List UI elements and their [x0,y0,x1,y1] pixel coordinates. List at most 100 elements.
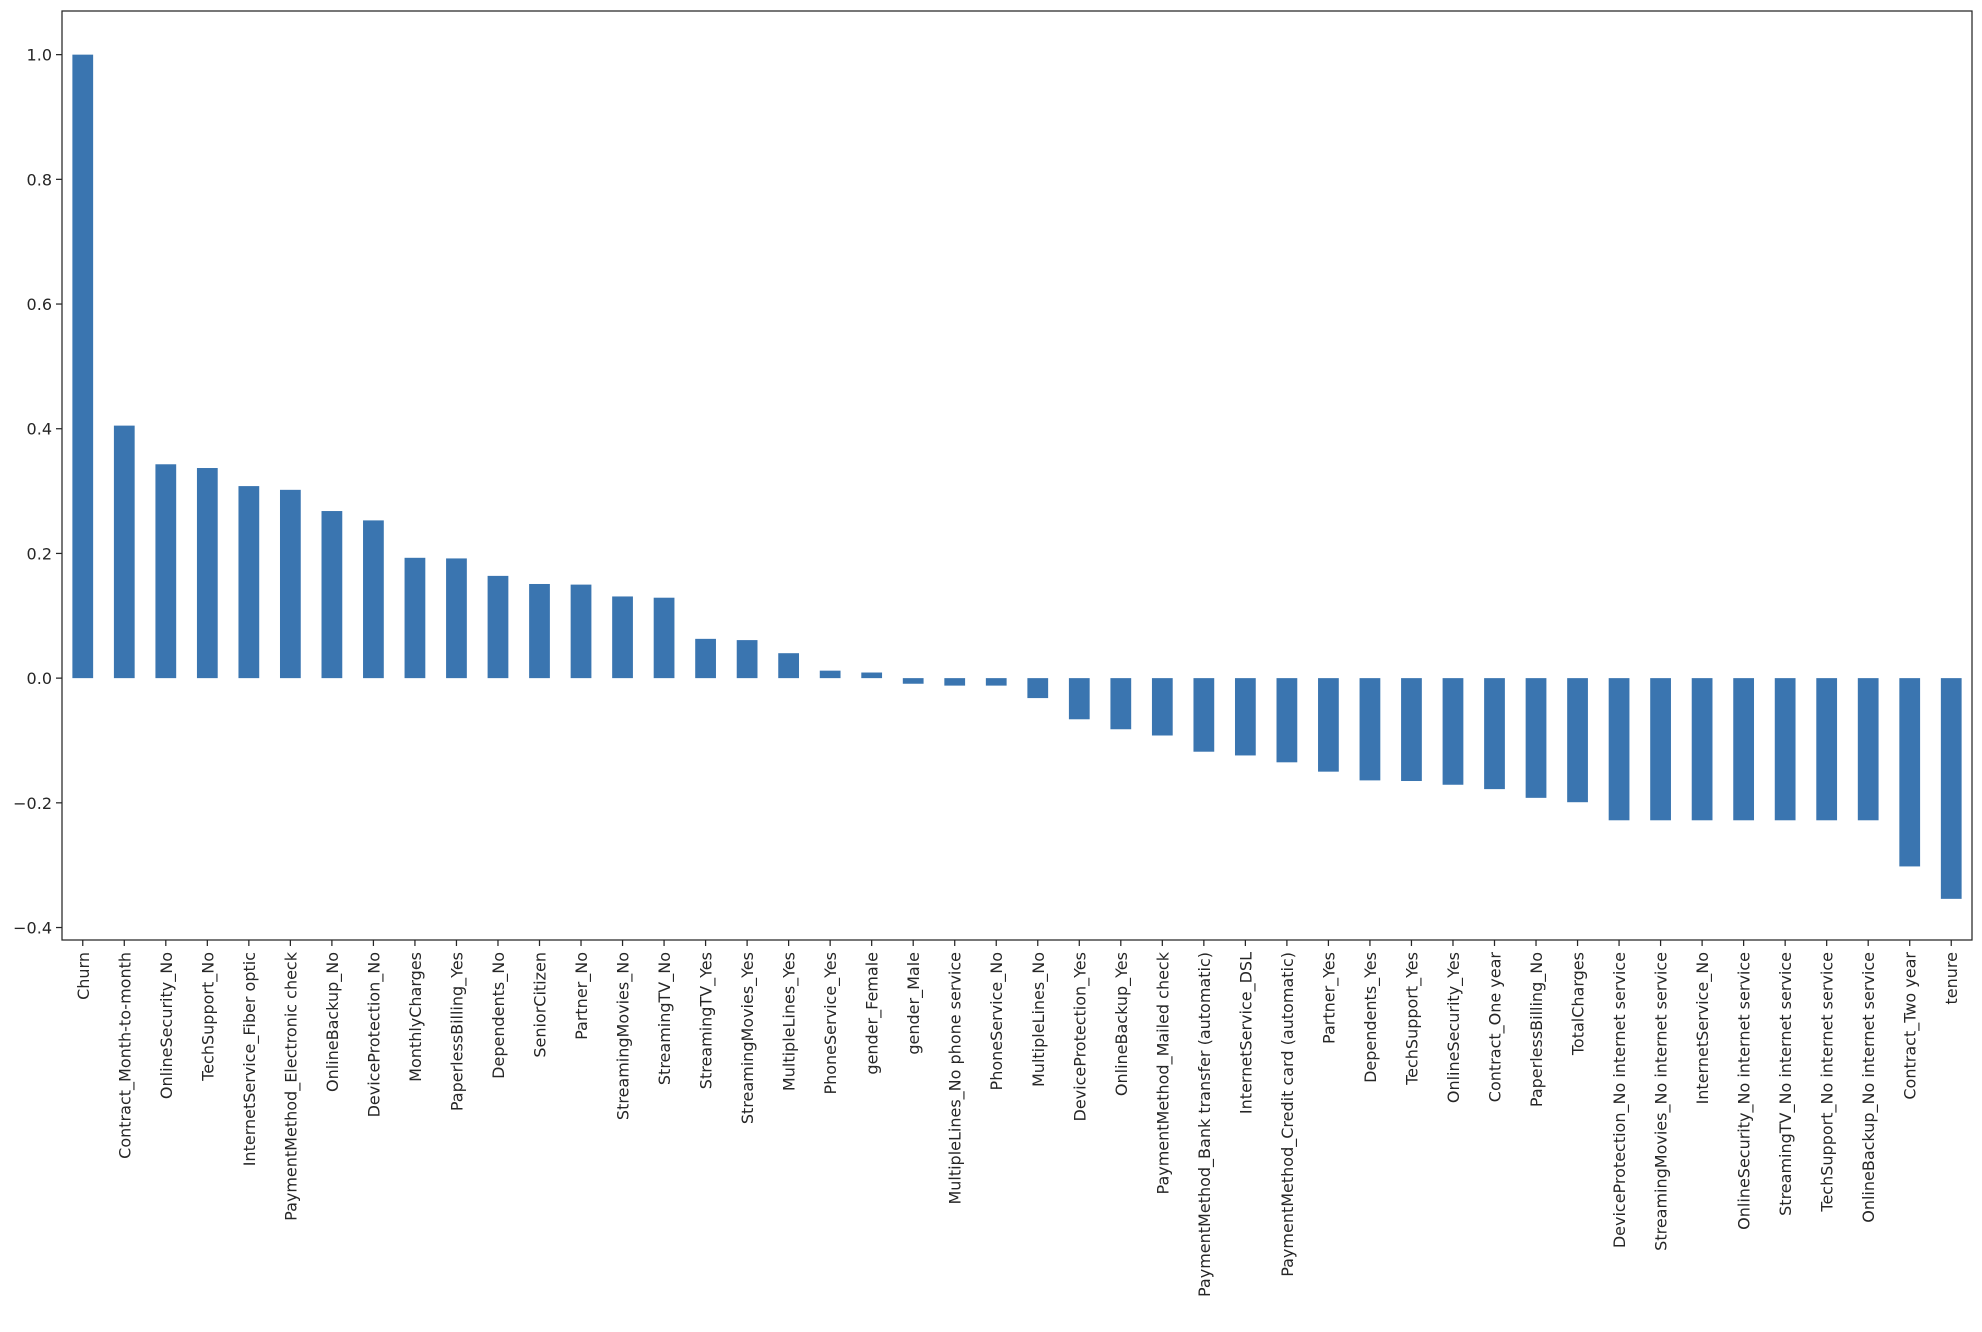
x-tick-label: StreamingMovies_Yes [738,952,758,1124]
y-axis: −0.4 −0.2 0.0 0.2 0.4 0.6 0.8 1.0 [13,46,62,938]
bar [196,468,218,679]
y-tick-label: 0.4 [27,420,52,439]
x-tick-label: StreamingTV_No [655,952,675,1085]
bar [113,425,135,679]
bar [72,54,94,679]
x-tick-label: SeniorCitizen [531,952,550,1058]
x-tick-label: MultipleLines_No [1029,952,1049,1087]
y-tick-label: 0.0 [27,669,52,688]
bar [1401,678,1422,782]
bar [1940,678,1962,899]
bar [1733,678,1755,821]
x-tick-label: MonthlyCharges [406,952,425,1082]
y-tick-label: 0.6 [27,295,52,314]
x-tick-label: PaymentMethod_Bank transfer (automatic) [1195,952,1215,1297]
x-tick-label: OnlineSecurity_No [157,952,177,1099]
bar [446,558,467,679]
x-tick-label: OnlineBackup_No [323,952,343,1092]
x-tick-label: DeviceProtection_No [364,952,384,1117]
bar [653,597,675,679]
x-tick-label: PaymentMethod_Electronic check [281,951,301,1221]
x-tick-label: InternetService_No [1693,952,1713,1104]
y-tick-label: 1.0 [27,46,52,65]
x-tick-label: InternetService_Fiber optic [240,952,260,1166]
bar [1525,678,1547,798]
bar [487,575,509,679]
bar [1151,678,1173,736]
bar [612,596,633,679]
x-tick-label: Churn [74,952,93,1000]
x-tick-label: OnlineBackup_No internet service [1859,952,1879,1223]
x-tick-label: Contract_One year [1486,952,1506,1103]
bar [1234,678,1256,756]
x-tick-label: Contract_Two year [1901,952,1921,1100]
bar [944,678,966,686]
x-tick-label: TechSupport_No internet service [1818,952,1838,1213]
bar [1442,678,1464,785]
x-tick-label: TechSupport_Yes [1402,952,1422,1086]
x-tick-label: PhoneService_No [987,952,1007,1090]
x-tick-label: Partner_No [572,952,592,1040]
bar [155,464,177,679]
x-tick-label: StreamingMovies_No internet service [1652,952,1672,1251]
bar [1318,678,1339,772]
x-tick-label: gender_Female [863,952,883,1075]
bar [1691,678,1713,821]
bar [1774,678,1796,821]
bar [279,489,301,679]
plot-frame [61,10,1973,941]
x-tick-label: OnlineBackup_Yes [1112,952,1132,1096]
bar [404,557,426,679]
bar [529,583,550,679]
x-tick-label: OnlineSecurity_No internet service [1735,952,1755,1230]
x-axis: Churn Contract_Month-to-month OnlineSecuri… [74,940,1961,1297]
bar [1857,678,1879,821]
bar [778,653,800,679]
bar [1899,678,1921,867]
x-tick-label: PaperlessBilling_Yes [447,952,467,1111]
bar [902,678,924,684]
x-tick-label: StreamingMovies_No [614,952,634,1120]
bar [363,520,384,679]
bar [1193,678,1215,752]
bar [1068,678,1090,720]
x-tick-label: TechSupport_No [198,952,218,1082]
x-tick-label: PaymentMethod_Mailed check [1153,951,1173,1194]
x-tick-label: DeviceProtection_Yes [1070,952,1090,1122]
bar [736,640,758,679]
bars [72,54,1962,899]
bar [695,638,716,679]
bar [238,486,260,679]
x-tick-label: PaperlessBilling_No [1527,952,1547,1107]
x-tick-label: StreamingTV_Yes [697,952,717,1089]
x-tick-label: Partner_Yes [1319,952,1339,1044]
x-tick-label: Contract_Month-to-month [115,952,135,1159]
bar [1816,678,1838,821]
x-tick-label: Dependents_No [489,952,509,1079]
bar [819,670,841,679]
x-tick-label: tenure [1942,952,1961,1004]
x-tick-label: gender_Male [904,952,924,1055]
bar [1650,678,1671,821]
x-tick-label: MultipleLines_No phone service [946,952,966,1205]
bar [570,584,592,679]
y-tick-label: −0.2 [13,794,52,813]
bar [321,511,343,679]
bar [1110,678,1132,730]
bar [1567,678,1588,803]
x-tick-label: DeviceProtection_No internet service [1610,952,1630,1248]
bar [861,672,883,679]
bar [1359,678,1381,781]
x-tick-label: InternetService_DSL [1236,952,1256,1114]
bar [1608,678,1630,821]
x-tick-label: Dependents_Yes [1361,952,1381,1083]
x-tick-label: MultipleLines_Yes [780,952,800,1091]
bar [1276,678,1298,763]
x-tick-label: PhoneService_Yes [821,952,841,1095]
bar [1484,678,1505,790]
y-tick-label: 0.2 [27,544,52,563]
bar [985,678,1007,686]
y-tick-label: −0.4 [13,919,52,938]
y-tick-label: 0.8 [27,170,52,189]
